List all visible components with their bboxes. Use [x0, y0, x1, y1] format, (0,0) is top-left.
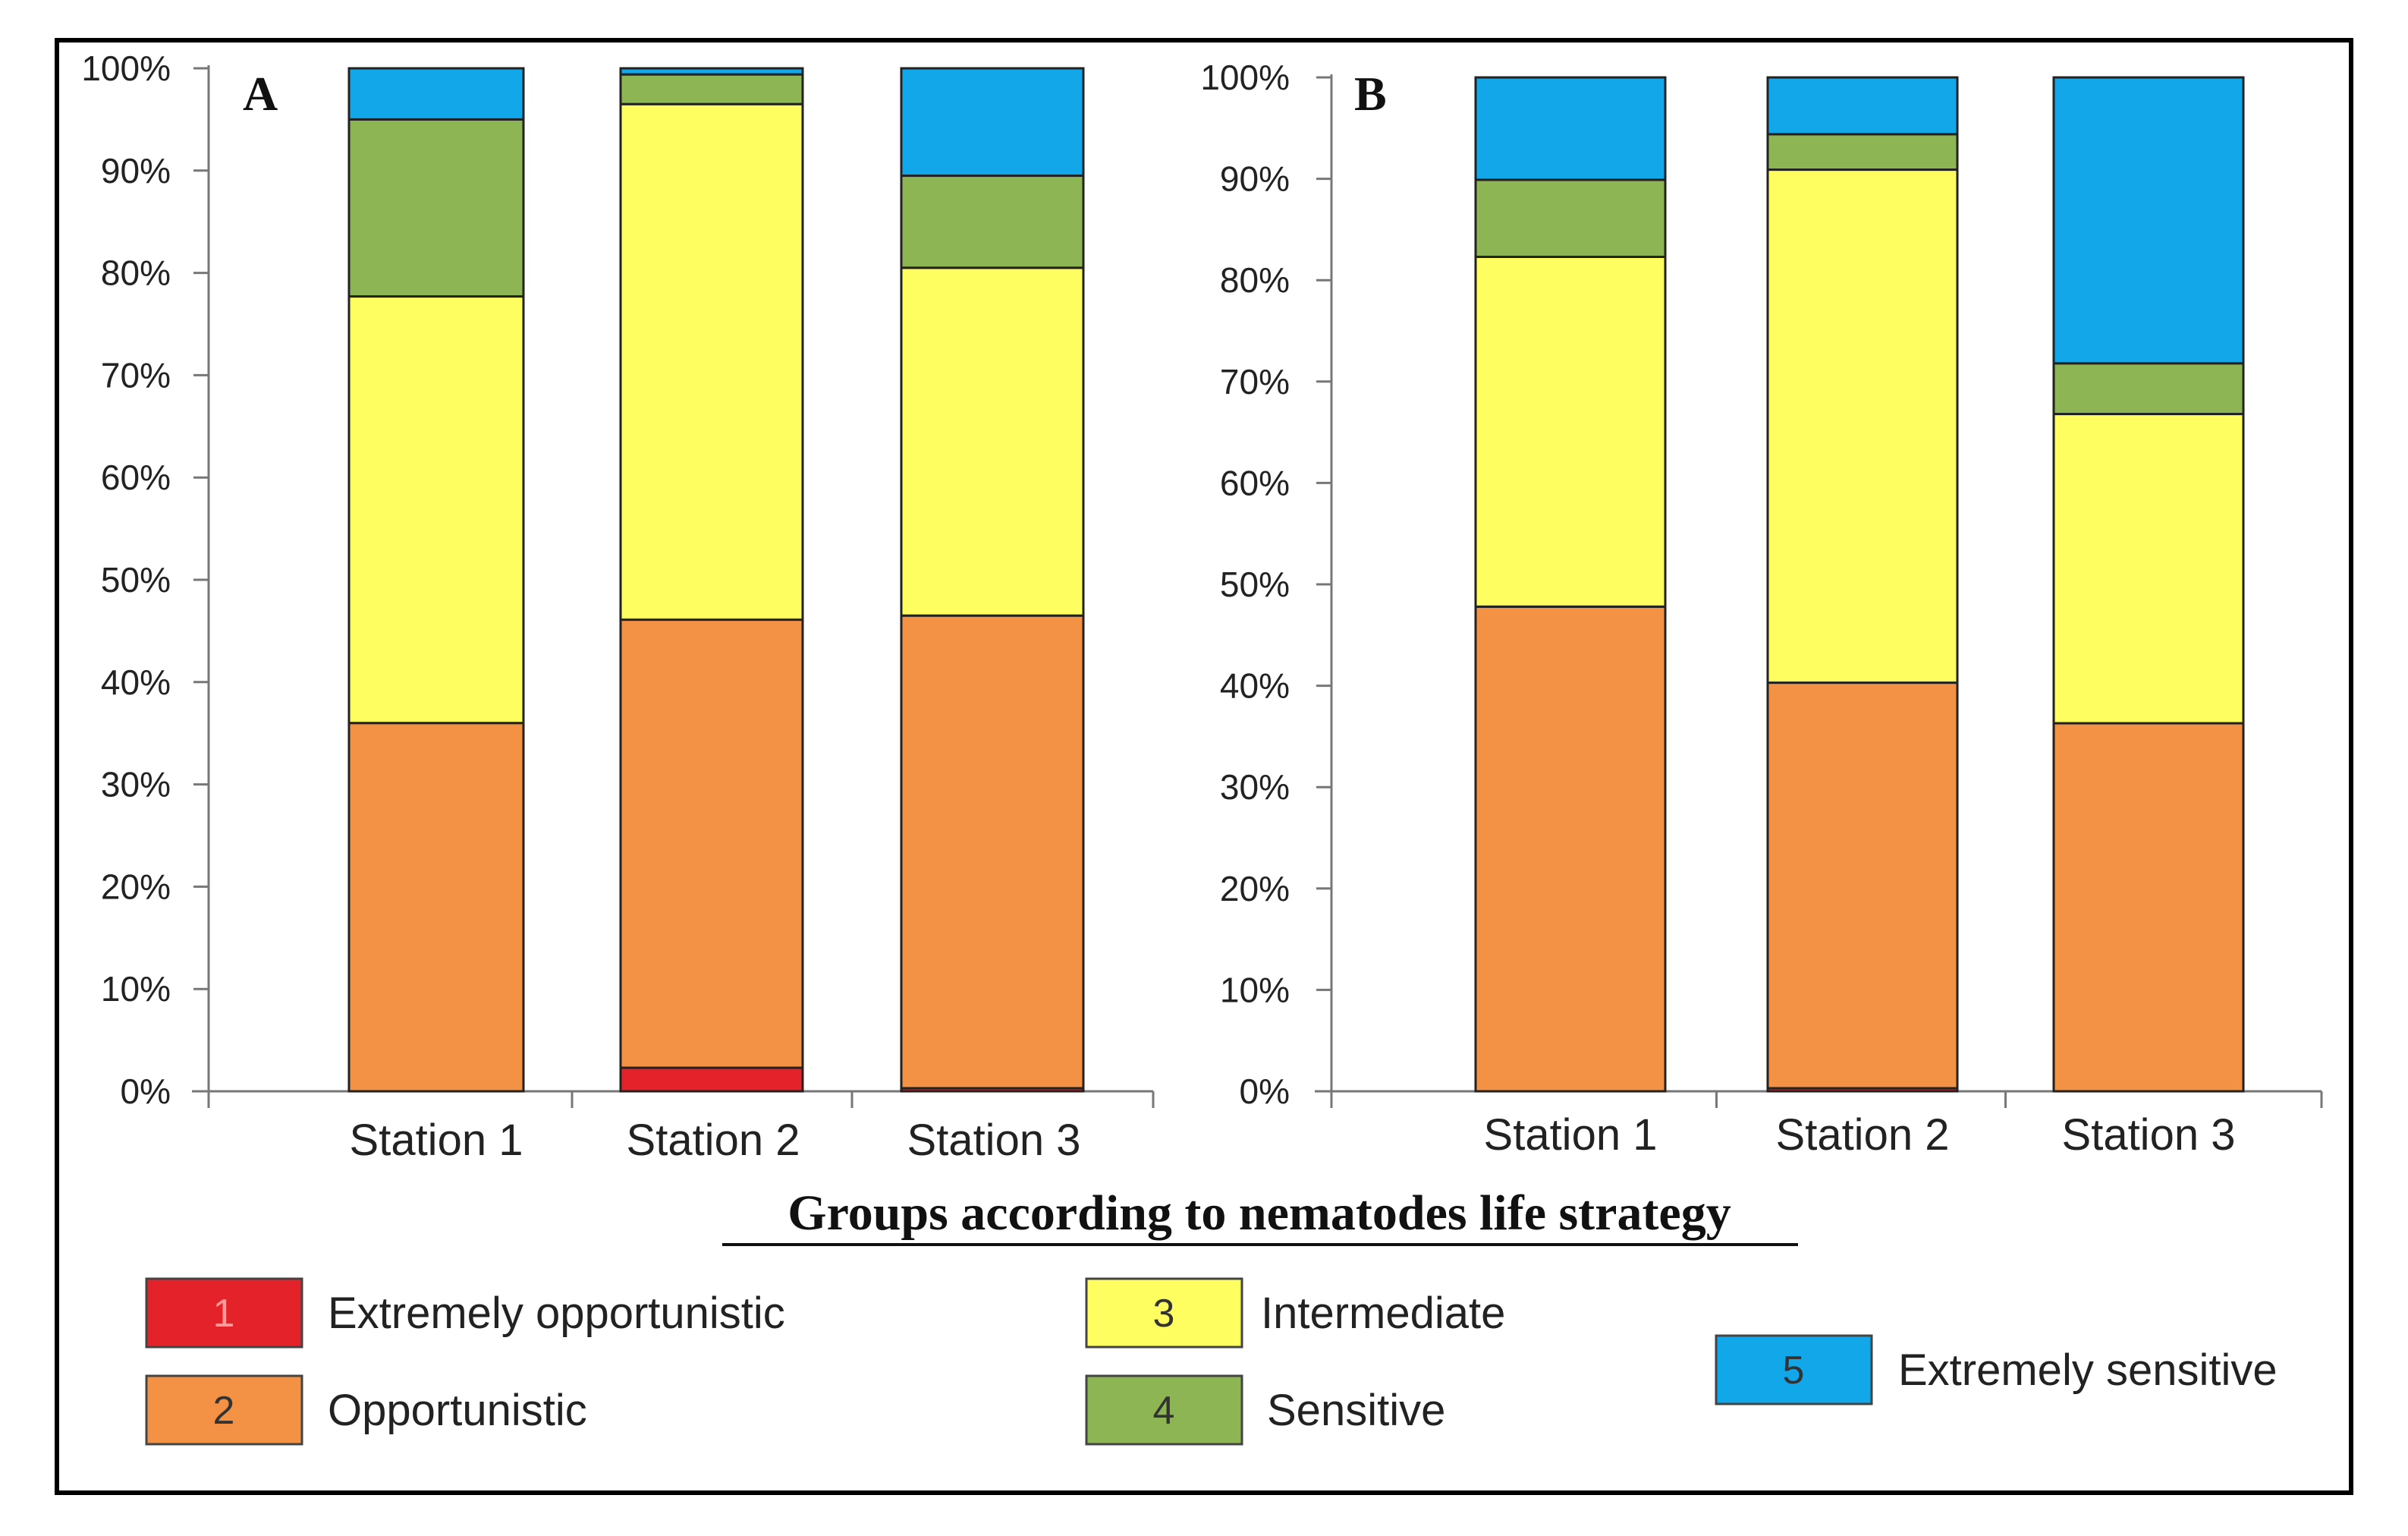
bar-segment-4	[900, 175, 1085, 269]
legend-label-5: Extremely sensitive	[1898, 1346, 2278, 1395]
y-tick-label: 70%	[101, 355, 171, 395]
bar-segment-3	[1474, 255, 1667, 608]
y-tick-label: 80%	[101, 253, 171, 293]
y-tick-label: 90%	[101, 151, 171, 190]
y-tick-label: 60%	[1220, 463, 1290, 502]
bar-segment-5	[900, 67, 1085, 178]
x-category-label: Station 1	[350, 1116, 523, 1165]
legend-swatch-5	[1715, 1334, 1873, 1405]
y-tick-label: 50%	[101, 560, 171, 600]
x-category-label: Station 1	[1484, 1110, 1658, 1160]
bar-segment-4	[619, 73, 804, 105]
y-tick-label: 70%	[1220, 362, 1290, 401]
legend-code-1: 1	[213, 1292, 235, 1336]
legend-code-3: 3	[1153, 1292, 1175, 1336]
bar-segment-3	[619, 102, 804, 622]
bar-segment-3	[1766, 168, 1959, 685]
legend-item-intermediate: 3 Intermediate	[1085, 1277, 1505, 1349]
bar-segment-5	[2052, 76, 2245, 365]
y-tick-label: 90%	[1220, 159, 1290, 199]
bar-segment-5	[1766, 76, 1959, 136]
x-category-label: Station 3	[907, 1116, 1081, 1165]
bar-segment-2	[900, 614, 1085, 1090]
y-tick-label: 0%	[121, 1072, 171, 1111]
y-tick-label: 30%	[1220, 767, 1290, 807]
bar-segment-3	[900, 266, 1085, 617]
y-tick-label: 100%	[81, 49, 171, 88]
y-tick-label: 40%	[101, 663, 171, 702]
bar-segment-3	[2052, 413, 2245, 725]
bar-segment-4	[2052, 362, 2245, 416]
y-tick-label: 20%	[1220, 869, 1290, 908]
bar-segment-3	[347, 295, 525, 725]
legend-item-sensitive: 4 Sensitive	[1085, 1374, 1445, 1446]
legend-code-2: 2	[213, 1389, 235, 1433]
panel-label-a: A	[243, 67, 278, 121]
bar-segment-5	[619, 67, 804, 76]
bar-segment-4	[1474, 178, 1667, 258]
legend-swatch-2	[145, 1374, 303, 1446]
x-category-label: Station 2	[1776, 1110, 1950, 1160]
legend-item-extremely-sensitive: 5 Extremely sensitive	[1715, 1334, 2278, 1405]
legend-item-opportunistic: 2 Opportunistic	[145, 1374, 587, 1446]
panel-a: 0% 10% 20% 30% 40% 50% 60% 70% 80% 90% 100% Station…	[81, 49, 1155, 1165]
y-tick-label: 80%	[1220, 260, 1290, 300]
y-tick-label: 10%	[101, 969, 171, 1009]
panel-b: 0% 10% 20% 30% 40% 50% 60% 70% 80% 90% 100% Station…	[1200, 58, 2323, 1160]
legend-label-3: Intermediate	[1261, 1289, 1505, 1338]
legend-title: Groups according to nematodes life strat…	[787, 1185, 1731, 1241]
legend-swatch-4	[1085, 1374, 1243, 1446]
y-tick-label: 50%	[1220, 565, 1290, 604]
legend: Groups according to nematodes life strat…	[145, 1185, 2278, 1446]
bar-segment-2	[347, 722, 525, 1093]
x-category-label: Station 3	[2062, 1110, 2236, 1160]
bar-segment-2	[1766, 681, 1959, 1090]
panel-label-b: B	[1354, 67, 1387, 121]
legend-code-4: 4	[1153, 1389, 1175, 1433]
legend-swatch-3	[1085, 1277, 1243, 1349]
y-tick-label: 10%	[1220, 970, 1290, 1009]
x-category-label: Station 2	[627, 1116, 800, 1165]
bar-segment-2	[619, 618, 804, 1069]
legend-label-1: Extremely opportunistic	[328, 1289, 785, 1338]
legend-label-2: Opportunistic	[328, 1386, 587, 1435]
legend-code-5: 5	[1783, 1349, 1805, 1393]
bar-segment-2	[2052, 722, 2245, 1093]
y-tick-label: 0%	[1240, 1072, 1290, 1111]
y-tick-label: 100%	[1200, 58, 1290, 97]
legend-label-4: Sensitive	[1267, 1386, 1445, 1435]
bar-segment-2	[1474, 605, 1667, 1093]
y-tick-label: 30%	[101, 765, 171, 804]
bar-segment-5	[347, 67, 525, 121]
bar-segment-4	[1766, 133, 1959, 172]
bar-segment-4	[347, 118, 525, 298]
bar-segment-5	[1474, 76, 1667, 181]
y-tick-label: 40%	[1220, 666, 1290, 706]
bar-segment-1	[619, 1066, 804, 1093]
legend-item-extremely-opportunistic: 1 Extremely opportunistic	[145, 1277, 785, 1349]
y-tick-label: 60%	[101, 458, 171, 497]
y-tick-label: 20%	[101, 867, 171, 906]
legend-swatch-1	[145, 1277, 303, 1349]
